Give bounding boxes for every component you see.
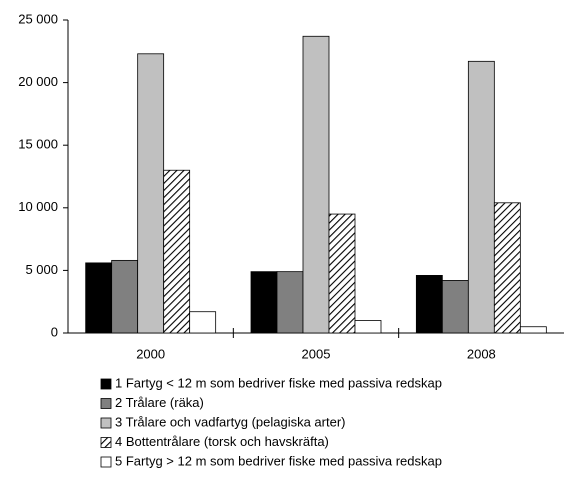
y-tick-label: 20 000: [18, 74, 58, 89]
bar: [189, 311, 217, 334]
bar: [85, 262, 113, 334]
bar: [302, 35, 330, 334]
legend-swatch: [100, 378, 112, 390]
y-tick-label: 25 000: [18, 11, 58, 26]
legend-swatch: [100, 398, 112, 409]
bar: [493, 202, 521, 334]
bar: [415, 275, 443, 334]
legend-label: 2 Trålare (räka): [115, 395, 204, 410]
legend-swatch: [100, 417, 112, 429]
x-tick-label: 2008: [467, 346, 496, 361]
bar: [519, 326, 547, 334]
legend-label: 3 Trålare och vadfartyg (pelagiska arter…: [115, 414, 346, 429]
bar: [328, 213, 356, 334]
bar: [276, 271, 304, 334]
bar: [354, 320, 382, 334]
bar: [250, 271, 278, 334]
bar: [441, 280, 469, 334]
legend-label: 5 Fartyg > 12 m som bedriver fiske med p…: [115, 453, 442, 468]
bar: [137, 53, 165, 334]
legend-label: 4 Bottentrålare (torsk och havskräfta): [115, 434, 329, 449]
legend-swatch: [100, 456, 112, 468]
bar: [111, 259, 139, 334]
bar: [163, 169, 191, 334]
bar: [467, 60, 495, 334]
y-tick-label: 0: [51, 324, 58, 339]
x-tick-label: 2005: [302, 346, 331, 361]
y-tick-label: 15 000: [18, 137, 58, 152]
legend-swatch: [100, 437, 112, 448]
y-tick-label: 10 000: [18, 199, 58, 214]
x-tick-label: 2000: [136, 346, 165, 361]
legend-label: 1 Fartyg < 12 m som bedriver fiske med p…: [115, 375, 442, 390]
y-tick-label: 5 000: [25, 262, 58, 277]
